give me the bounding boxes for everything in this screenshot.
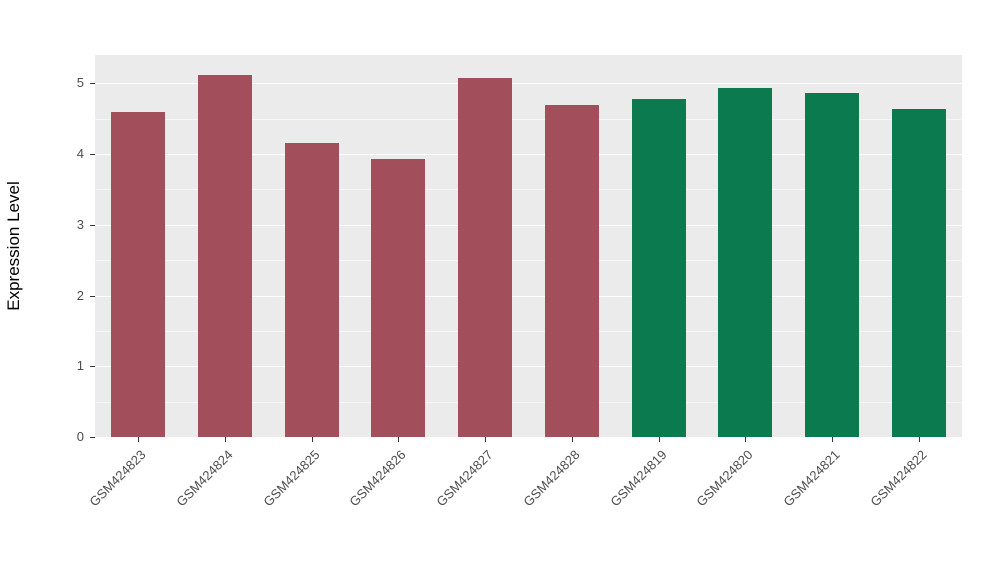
gridline-major (95, 437, 962, 438)
bar-GSM424825 (284, 142, 339, 437)
gridline-major (95, 366, 962, 368)
x-tick-mark (398, 437, 400, 442)
bar-GSM424820 (718, 88, 773, 437)
x-tick-mark (138, 437, 140, 442)
y-tick-label: 1 (76, 358, 84, 374)
bar-GSM424828 (544, 105, 599, 437)
y-tick-label: 4 (76, 146, 84, 162)
plot-panel (95, 55, 962, 438)
y-tick-mark (90, 154, 95, 156)
bar-GSM424822 (891, 109, 946, 437)
x-tick-mark (658, 437, 660, 442)
gridline-minor (95, 118, 962, 120)
y-tick-label: 5 (76, 75, 84, 91)
gridline-minor (95, 189, 962, 191)
bar-GSM424827 (458, 77, 513, 437)
bar-GSM424826 (371, 159, 426, 437)
y-tick-label: 0 (76, 429, 84, 444)
y-tick-mark (90, 295, 95, 297)
y-tick-mark (90, 437, 95, 438)
gridline-minor (95, 260, 962, 262)
y-tick-mark (90, 83, 95, 85)
x-tick-mark (485, 437, 487, 442)
x-tick-mark (918, 437, 920, 442)
bar-GSM424823 (111, 112, 166, 437)
y-tick-mark (90, 366, 95, 368)
gridline-major (95, 224, 962, 226)
y-tick-label: 3 (76, 216, 84, 232)
gridline-major (95, 154, 962, 156)
y-tick-label: 2 (76, 287, 84, 303)
gridline-major (95, 83, 962, 85)
x-tick-mark (831, 437, 833, 442)
x-tick-mark (311, 437, 313, 442)
x-tick-mark (745, 437, 747, 442)
bar-GSM424824 (198, 74, 253, 437)
gridline-minor (95, 401, 962, 403)
bar-GSM424819 (631, 98, 686, 437)
gridline-minor (95, 330, 962, 332)
y-tick-mark (90, 224, 95, 226)
gridline-major (95, 295, 962, 297)
bar-GSM424821 (804, 92, 859, 437)
x-tick-mark (225, 437, 227, 442)
x-tick-mark (571, 437, 573, 442)
